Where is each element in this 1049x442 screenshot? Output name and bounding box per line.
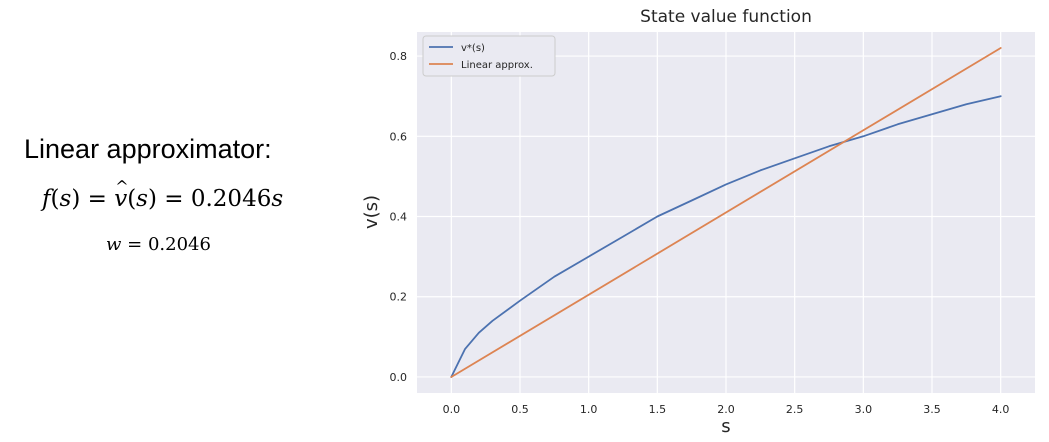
x-tick-label: 2.5: [786, 403, 804, 416]
y-ticks: 0.0 0.2 0.4 0.6 0.8: [390, 50, 408, 384]
legend-label: v*(s): [461, 43, 485, 54]
series-line-linear-approx: [450, 47, 1002, 378]
y-tick-label: 0.4: [390, 211, 408, 224]
x-tick-label: 0.0: [443, 403, 461, 416]
x-tick-label: 1.5: [649, 403, 667, 416]
y-tick-label: 0.0: [390, 371, 408, 384]
legend-box: [422, 35, 556, 77]
formula-arg-2: s: [136, 186, 148, 212]
y-tick-label: 0.2: [390, 291, 408, 304]
approximator-formula: f(s) = v(s) = 0.2046s: [42, 177, 284, 212]
weight-value: 0.2046: [147, 234, 211, 255]
formula-variable: s: [271, 186, 284, 212]
weight-equation: w = 0.2046: [106, 234, 211, 255]
weight-var: w: [106, 234, 122, 255]
x-axis-label: s: [721, 416, 730, 437]
legend-label: Linear approx.: [461, 60, 533, 71]
x-ticks: 0.0 0.5 1.0 1.5 2.0 2.5 3.0 3.5 4.0: [443, 403, 1010, 416]
y-tick-label: 0.8: [390, 50, 408, 63]
formula-panel: Linear approximator: f(s) = v(s) = 0.204…: [0, 0, 360, 442]
grid-lines: [417, 32, 1035, 393]
formula-coefficient: 0.2046: [190, 186, 272, 212]
x-tick-label: 3.0: [855, 403, 873, 416]
x-tick-label: 3.5: [923, 403, 941, 416]
formula-arg: s: [59, 186, 72, 212]
panel-heading: Linear approximator:: [24, 134, 272, 164]
formula-vhat: v: [114, 177, 128, 212]
x-tick-label: 4.0: [992, 403, 1010, 416]
y-tick-label: 0.6: [390, 130, 408, 143]
legend: v*(s) Linear approx.: [422, 35, 556, 77]
x-tick-label: 1.0: [580, 403, 598, 416]
formula-lhs: f: [42, 186, 51, 212]
series-layer: [450, 47, 1002, 378]
y-axis-label: v(s): [361, 195, 382, 229]
x-tick-label: 0.5: [511, 403, 529, 416]
chart-title: State value function: [640, 7, 812, 27]
state-value-chart: State value function 0.0 0.5 1.0 1.5 2.0 2.5 3…: [361, 7, 1035, 437]
series-line-optimal-value: [450, 95, 1002, 378]
x-tick-label: 2.0: [717, 403, 735, 416]
